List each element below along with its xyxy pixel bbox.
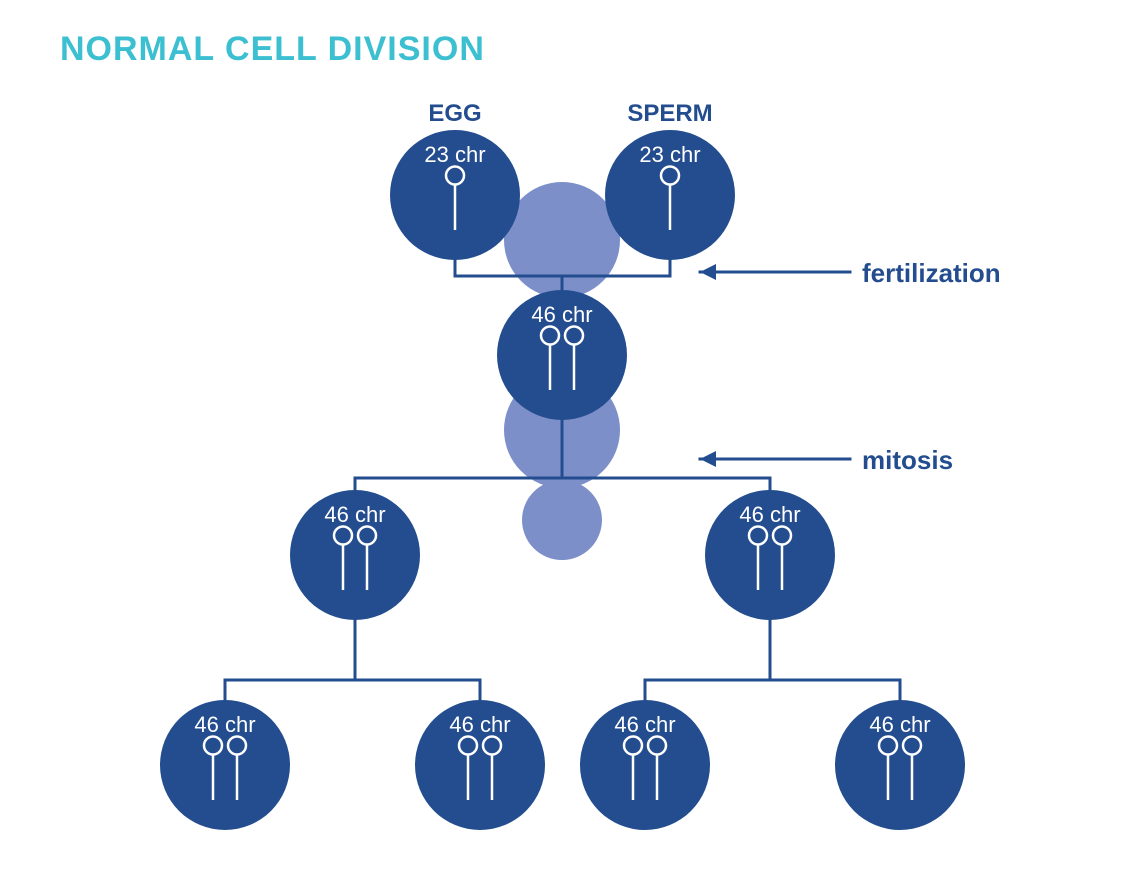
cell-node-d2: 46 chr — [705, 490, 835, 620]
transition-blob — [522, 480, 602, 560]
chromosome-icon — [835, 700, 965, 830]
process-label: mitosis — [862, 445, 953, 476]
chromosome-icon — [390, 130, 520, 260]
cell-node-g3: 46 chr — [580, 700, 710, 830]
cell-node-d1: 46 chr — [290, 490, 420, 620]
process-label: fertilization — [862, 258, 1001, 289]
chromosome-icon — [160, 700, 290, 830]
gamete-label: SPERM — [590, 100, 750, 128]
chromosome-icon — [580, 700, 710, 830]
cell-node-g2: 46 chr — [415, 700, 545, 830]
cell-node-egg: 23 chr — [390, 130, 520, 260]
diagram-canvas: NORMAL CELL DIVISION EGG SPERM fertilizatio… — [0, 0, 1122, 882]
cell-node-g1: 46 chr — [160, 700, 290, 830]
transition-blob — [504, 182, 620, 298]
chromosome-icon — [290, 490, 420, 620]
cell-node-g4: 46 chr — [835, 700, 965, 830]
chromosome-icon — [605, 130, 735, 260]
diagram-title: NORMAL CELL DIVISION — [60, 30, 485, 69]
chromosome-icon — [415, 700, 545, 830]
chromosome-icon — [705, 490, 835, 620]
chromosome-icon — [497, 290, 627, 420]
gamete-label: EGG — [375, 100, 535, 128]
cell-node-zygote: 46 chr — [497, 290, 627, 420]
cell-node-sperm: 23 chr — [605, 130, 735, 260]
